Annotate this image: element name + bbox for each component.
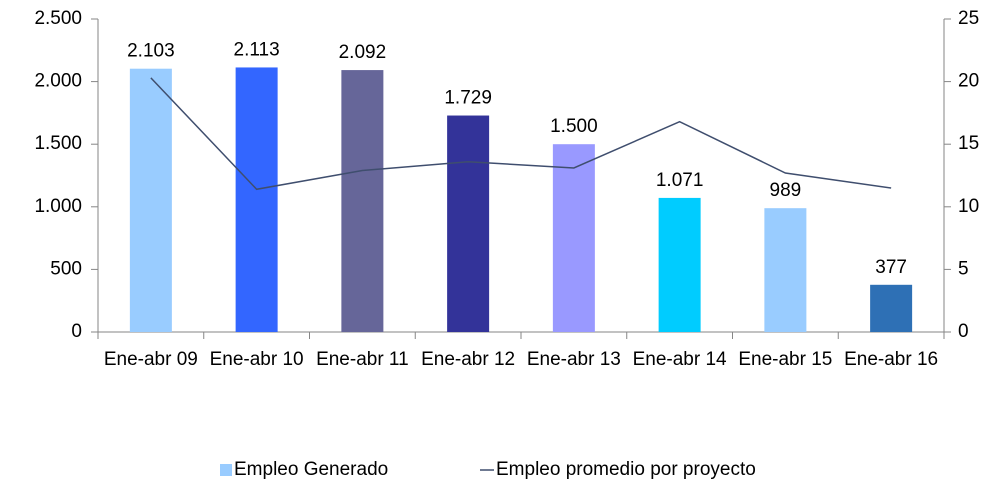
data-label: 2.103 [127,41,175,62]
x-tick-label: Ene-abr 12 [421,349,516,370]
y2-tick-label: 0 [958,321,969,342]
data-label: 1.071 [656,170,704,191]
legend-label: Empleo Generado [234,459,388,480]
data-label: 377 [875,257,907,278]
x-tick-label: Ene-abr 09 [103,349,198,370]
data-label: 1.729 [444,88,492,109]
bar [552,144,595,332]
bar [129,68,172,332]
data-label: 989 [770,180,802,201]
y2-tick-label: 15 [958,133,979,154]
x-tick-label: Ene-abr 11 [316,349,409,370]
x-tick-label: Ene-abr 10 [209,349,304,370]
bar [447,115,490,332]
bar [235,67,278,333]
data-label: 2.092 [339,42,387,63]
y-tick-label: 1.000 [34,196,82,217]
bar [341,70,384,332]
y-tick-label: 2.500 [34,8,82,29]
legend-label: Empleo promedio por proyecto [496,459,756,480]
y2-tick-label: 5 [958,258,969,279]
bar [870,284,913,332]
y-tick-label: 500 [50,258,82,279]
bar [658,197,701,332]
data-label: 2.113 [234,39,280,60]
data-label: 1.500 [550,116,598,137]
y2-tick-label: 20 [958,71,979,92]
y-tick-label: 0 [71,321,82,342]
x-tick-label: Ene-abr 16 [844,349,939,370]
x-tick-label: Ene-abr 13 [526,349,621,370]
bar [764,208,807,332]
y2-tick-label: 10 [958,196,979,217]
x-tick-label: Ene-abr 14 [632,349,727,370]
y-tick-label: 2.000 [34,71,82,92]
y-tick-label: 1.500 [34,133,82,154]
y2-tick-label: 25 [958,8,979,29]
legend-swatch [220,464,232,476]
x-tick-label: Ene-abr 15 [738,349,833,370]
line [150,77,892,191]
